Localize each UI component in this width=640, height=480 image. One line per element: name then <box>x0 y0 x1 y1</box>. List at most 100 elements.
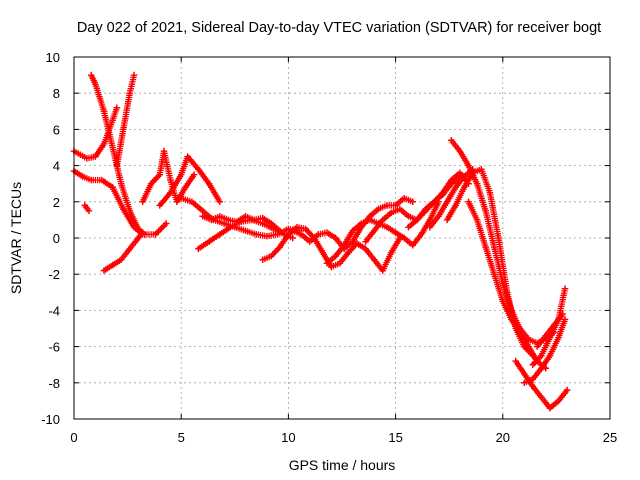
y-tick-label: -4 <box>48 303 60 318</box>
data-point <box>358 220 365 227</box>
data-point <box>362 238 369 245</box>
x-axis-label: GPS time / hours <box>289 457 396 473</box>
data-point <box>319 249 326 256</box>
data-point <box>512 357 519 365</box>
data-point <box>413 216 421 224</box>
data-point <box>379 267 386 274</box>
data-point <box>263 232 271 240</box>
data-point <box>139 198 146 205</box>
series-arc-1 <box>70 104 121 162</box>
data-point <box>422 207 429 215</box>
data-point <box>546 352 554 359</box>
data-point <box>336 260 344 267</box>
data-point <box>135 234 142 242</box>
data-point <box>426 216 434 224</box>
data-point <box>392 229 399 236</box>
data-point <box>396 205 404 213</box>
data-point <box>529 361 537 368</box>
data-point <box>85 207 93 215</box>
data-point <box>87 176 95 184</box>
data-point <box>120 205 127 213</box>
y-tick-label: 4 <box>53 159 60 174</box>
data-point <box>117 180 125 187</box>
series-arc-24 <box>533 310 567 350</box>
data-point <box>521 379 528 386</box>
data-point <box>289 234 296 242</box>
data-point <box>439 189 446 196</box>
data-point <box>495 234 502 242</box>
data-point <box>370 227 378 234</box>
data-point <box>461 184 468 191</box>
data-point <box>418 231 425 238</box>
data-point <box>426 223 434 231</box>
data-point <box>529 383 537 390</box>
data-point <box>546 334 554 341</box>
data-point <box>109 261 116 269</box>
data-point <box>178 194 185 202</box>
y-tick-label: 8 <box>53 86 60 101</box>
data-series <box>70 71 571 412</box>
series-arc-20 <box>465 198 549 372</box>
data-point <box>332 234 339 242</box>
data-point <box>199 207 206 215</box>
data-point <box>83 155 91 162</box>
data-point <box>162 220 170 227</box>
data-point <box>491 271 498 278</box>
data-point <box>561 316 569 323</box>
data-point <box>542 332 549 339</box>
data-point <box>167 176 174 184</box>
y-tick-label: -8 <box>48 376 60 391</box>
data-point <box>259 220 266 227</box>
series-trail <box>426 166 476 231</box>
data-point <box>293 223 301 231</box>
data-point <box>199 213 206 220</box>
data-point <box>276 243 284 251</box>
data-point <box>465 162 472 169</box>
data-point <box>521 370 528 377</box>
x-tick-label: 25 <box>603 430 617 445</box>
data-point <box>81 202 88 209</box>
data-point <box>366 216 374 224</box>
data-point <box>461 173 468 180</box>
data-point <box>340 242 348 249</box>
series-trail <box>70 104 121 162</box>
data-point <box>473 180 481 187</box>
data-point <box>555 334 562 341</box>
data-point <box>160 147 168 155</box>
data-point <box>205 180 213 187</box>
data-point <box>452 184 459 191</box>
data-point <box>409 242 416 249</box>
data-point <box>353 240 361 247</box>
data-point <box>188 198 196 205</box>
data-point <box>379 216 386 224</box>
data-point <box>100 267 108 274</box>
data-point <box>182 184 189 191</box>
data-point <box>465 198 472 205</box>
data-point <box>289 227 296 234</box>
data-point <box>491 243 498 251</box>
data-point <box>216 198 223 205</box>
data-point <box>332 252 339 260</box>
data-point <box>482 207 489 215</box>
data-point <box>113 162 121 169</box>
data-point <box>448 137 455 144</box>
data-point <box>443 216 451 224</box>
series-arc-14 <box>323 198 442 267</box>
y-axis-label: SDTVAR / TECUs <box>8 182 24 294</box>
y-tick-label: 10 <box>46 50 60 65</box>
data-point <box>109 117 116 124</box>
data-point <box>405 213 412 220</box>
data-point <box>190 171 198 178</box>
data-point <box>482 243 489 251</box>
series-arc-22 <box>521 316 569 386</box>
data-point <box>205 238 213 245</box>
data-point <box>456 169 464 177</box>
series-trail <box>100 229 146 274</box>
data-point <box>323 260 331 267</box>
data-point <box>315 231 322 238</box>
data-point <box>109 184 116 191</box>
data-point <box>499 280 506 287</box>
data-point <box>392 202 399 209</box>
data-point <box>259 256 266 263</box>
data-point <box>383 223 391 231</box>
